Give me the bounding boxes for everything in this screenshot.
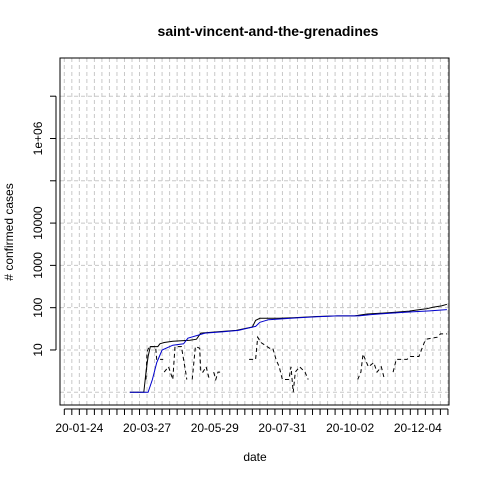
- series-line-3: [213, 371, 221, 382]
- grid: [60, 58, 449, 405]
- series-line-3: [357, 352, 385, 380]
- series-line-3: [145, 346, 164, 380]
- x-tick-label: 20-10-02: [326, 421, 374, 435]
- chart-title: saint-vincent-and-the-grenadines: [158, 23, 379, 39]
- x-tick-label: 20-12-04: [394, 421, 442, 435]
- x-axis: 20-01-24 20-03-27 20-05-29 20-07-31 20-10-02…: [55, 408, 449, 435]
- y-axis: 10 100 1000 10000 1e+06: [31, 95, 57, 357]
- y-tick-label: 1e+06: [31, 121, 45, 155]
- x-tick-label: 20-03-27: [123, 421, 171, 435]
- y-tick-label: 1000: [31, 252, 45, 279]
- y-axis-label: # confirmed cases: [2, 183, 16, 280]
- series-line-3: [249, 335, 309, 393]
- x-tick-label: 20-01-24: [55, 421, 103, 435]
- x-tick-label: 20-07-31: [258, 421, 306, 435]
- series-line-1: [129, 303, 448, 393]
- series-line-3: [392, 333, 447, 373]
- series-line-2: [129, 309, 447, 393]
- x-axis-label: date: [243, 450, 267, 464]
- y-tick-label: 10: [31, 343, 45, 357]
- plot-frame: [59, 57, 450, 406]
- series-layer: [129, 303, 448, 393]
- y-tick-label: 100: [31, 297, 45, 317]
- x-tick-label: 20-05-29: [191, 421, 239, 435]
- series-line-3: [163, 346, 188, 380]
- y-tick-label: 10000: [31, 206, 45, 240]
